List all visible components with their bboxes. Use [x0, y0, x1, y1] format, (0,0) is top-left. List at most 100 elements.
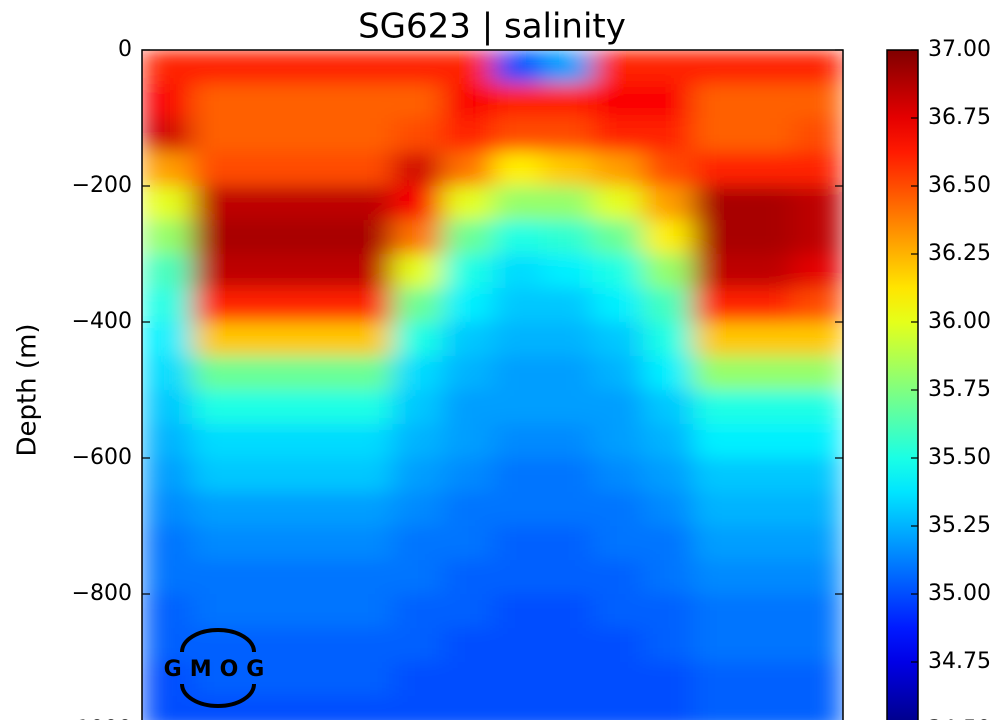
heatmap-cell [292, 118, 343, 153]
heatmap-cell [392, 356, 443, 391]
heatmap-cell [692, 356, 744, 391]
heatmap-cell [492, 526, 544, 561]
heatmap-cell [692, 288, 744, 323]
heatmap-cell [492, 186, 544, 221]
colorbar-tick-label: 37.00 [928, 37, 991, 62]
heatmap-cell [242, 50, 293, 85]
heatmap-cell [692, 560, 744, 595]
heatmap-cell [142, 492, 193, 527]
plot-area [142, 50, 843, 720]
heatmap-cell [142, 458, 193, 493]
heatmap-cell [592, 560, 644, 595]
heatmap-cell [642, 424, 694, 459]
heatmap-cell [392, 50, 443, 85]
heatmap-cell [442, 560, 493, 595]
heatmap-cell [742, 390, 794, 425]
heatmap-cell [692, 424, 744, 459]
y-tick-label: −200 [72, 173, 132, 198]
heatmap-cell [592, 84, 644, 119]
heatmap-cell [392, 186, 443, 221]
heatmap-cell [242, 118, 293, 153]
heatmap-cell [542, 594, 594, 629]
y-axis-label: Depth (m) [13, 323, 43, 456]
heatmap-cell [542, 628, 594, 663]
heatmap-cell [292, 152, 343, 187]
heatmap-cell [742, 662, 794, 697]
heatmap-cell [192, 50, 243, 85]
heatmap-cell [192, 118, 243, 153]
heatmap-cell [792, 186, 843, 221]
heatmap-cell [592, 492, 644, 527]
heatmap-cell [792, 628, 843, 663]
heatmap-cell [742, 288, 794, 323]
heatmap-cell [542, 118, 594, 153]
colorbar [886, 49, 919, 720]
heatmap-cell [442, 254, 493, 289]
heatmap-cell [642, 186, 694, 221]
heatmap-cell [492, 424, 544, 459]
heatmap-cell [492, 356, 544, 391]
heatmap-cell [142, 560, 193, 595]
heatmap-cell [442, 492, 493, 527]
heatmap-cell [342, 560, 393, 595]
heatmap-cell [192, 356, 243, 391]
heatmap-cell [492, 560, 544, 595]
heatmap-cell [642, 594, 694, 629]
heatmap-cell [742, 696, 794, 720]
heatmap-cell [242, 322, 293, 357]
heatmap-cell [392, 628, 443, 663]
logo-text: GMOG [164, 657, 273, 682]
heatmap-cell [692, 50, 744, 85]
y-tick-label: −400 [72, 309, 132, 334]
heatmap-cell [542, 492, 594, 527]
heatmap-cell [742, 628, 794, 663]
heatmap-cell [492, 288, 544, 323]
heatmap-cell [792, 560, 843, 595]
heatmap-cell [542, 526, 594, 561]
heatmap-cell [142, 220, 193, 255]
heatmap-cell [742, 50, 794, 85]
heatmap-cell [242, 220, 293, 255]
heatmap-cell [442, 696, 493, 720]
heatmap-cell [592, 424, 644, 459]
heatmap-cell [342, 288, 393, 323]
heatmap-cell [492, 458, 544, 493]
heatmap-cell [192, 560, 243, 595]
heatmap-cell [642, 84, 694, 119]
heatmap-cell [242, 424, 293, 459]
heatmap-cell [742, 560, 794, 595]
heatmap-cell [392, 492, 443, 527]
heatmap-cell [242, 492, 293, 527]
y-tick-label: −600 [72, 445, 132, 470]
heatmap-cell [492, 152, 544, 187]
heatmap-cell [392, 424, 443, 459]
heatmap-cell [442, 220, 493, 255]
heatmap-cell [192, 594, 243, 629]
chart-title: SG623 | salinity [358, 7, 626, 47]
heatmap-cell [542, 84, 594, 119]
heatmap-cell [542, 356, 594, 391]
heatmap-cell [492, 628, 544, 663]
heatmap-cell [242, 594, 293, 629]
heatmap-cell [792, 356, 843, 391]
heatmap-cell [492, 662, 544, 697]
heatmap-cell [542, 696, 594, 720]
heatmap-cell [292, 424, 343, 459]
heatmap-cell [792, 152, 843, 187]
heatmap-cell [592, 696, 644, 720]
heatmap-cell [742, 186, 794, 221]
heatmap-cell [692, 662, 744, 697]
heatmap-cell [292, 390, 343, 425]
heatmap-cell [192, 458, 243, 493]
heatmap-cell [742, 118, 794, 153]
heatmap-cell [392, 322, 443, 357]
heatmap-cell [392, 662, 443, 697]
heatmap-cell [442, 424, 493, 459]
heatmap-cell [542, 458, 594, 493]
heatmap-cell [192, 492, 243, 527]
heatmap-cell [492, 492, 544, 527]
heatmap-cell [142, 84, 193, 119]
heatmap-cell [342, 152, 393, 187]
heatmap-cell [392, 560, 443, 595]
logo-arc [180, 683, 256, 708]
